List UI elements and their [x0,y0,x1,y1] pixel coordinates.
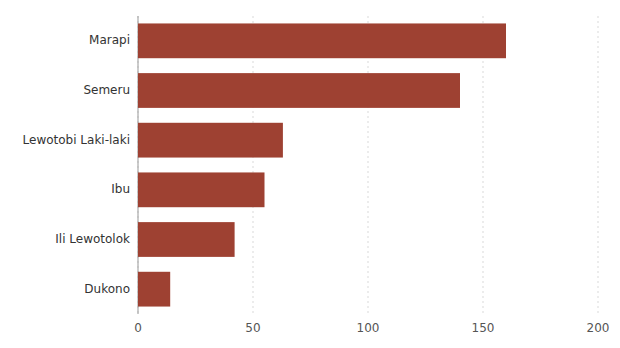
bar [138,272,170,307]
axis-line [138,16,139,314]
bar [138,123,283,158]
bar [138,172,265,207]
chart: Dukono Ili Lewotolok Ibu Lewotobi Laki-laki… [0,0,620,348]
bars [138,23,506,306]
tick-label: 150 [472,321,495,335]
grid-line [138,16,139,314]
tick-label: 50 [245,321,260,335]
category-label: Semeru [83,83,130,97]
category-label: Ili Lewotolok [55,232,130,246]
tick-label: 200 [587,321,610,335]
grid-line [368,16,369,314]
y-axis-labels: Dukono Ili Lewotolok Ibu Lewotobi Laki-laki… [23,33,130,295]
category-label: Dukono [84,282,130,296]
bar [138,23,506,58]
bar [138,73,460,108]
grid-line [253,16,254,314]
tick-label: 100 [357,321,380,335]
category-label: Ibu [111,182,130,196]
tick-label: 0 [134,321,142,335]
grid-line [598,16,599,314]
grid [138,16,598,314]
chart-container: Dukono Ili Lewotolok Ibu Lewotobi Laki-laki… [0,0,620,348]
grid-line [483,16,484,314]
bar [138,222,235,257]
category-label: Marapi [89,33,130,47]
x-axis-labels: 0 50 100 150 200 [134,321,609,335]
category-label: Lewotobi Laki-laki [23,133,130,147]
